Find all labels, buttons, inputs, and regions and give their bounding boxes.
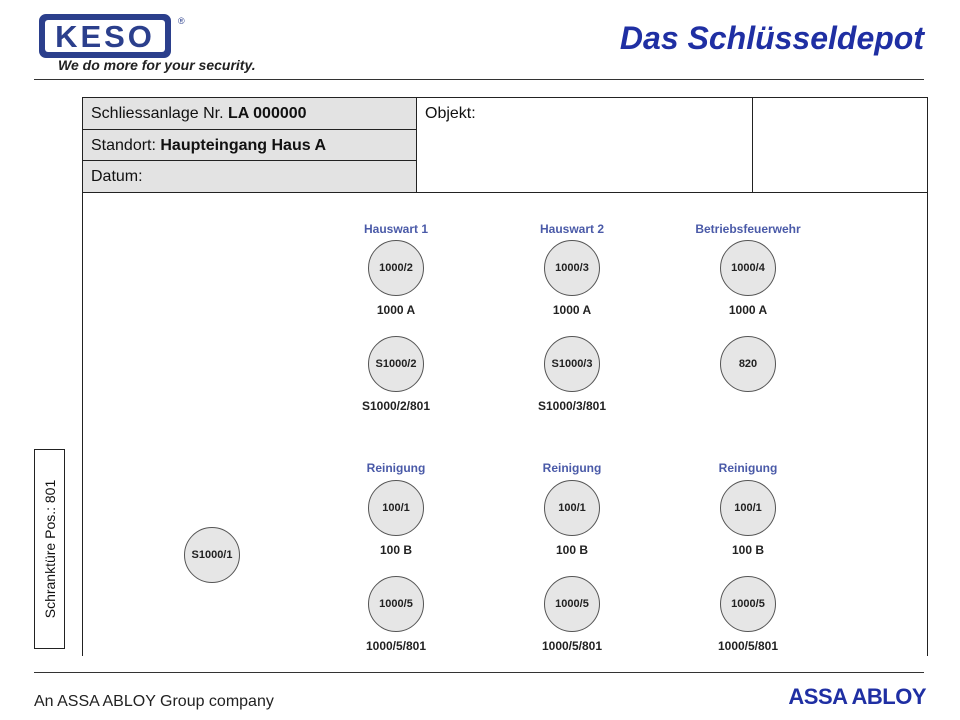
key-circle[interactable]: 1000/5 xyxy=(720,576,776,632)
key-position-label: 1000/5/801 xyxy=(365,639,427,653)
key-profile-label: 100 B xyxy=(379,543,413,557)
key-position-label: S1000/2/801 xyxy=(361,399,431,413)
key-circle[interactable]: 1000/5 xyxy=(368,576,424,632)
key-circle[interactable]: 100/1 xyxy=(368,480,424,536)
key-number: 820 xyxy=(738,358,758,370)
standalone-key-circle[interactable]: S1000/1 xyxy=(184,527,240,583)
key-number: 1000/5 xyxy=(731,598,765,610)
anlage-value: LA 000000 xyxy=(227,105,307,122)
key-profile-label: 1000 A xyxy=(552,303,592,317)
key-position-label: 1000/5/801 xyxy=(541,639,603,653)
group-label: Reinigung xyxy=(366,461,426,475)
schranktuer-label: Schranktüre Pos.: 801 xyxy=(41,479,58,619)
objekt-label: Objekt: xyxy=(425,105,476,122)
depot-frame-left xyxy=(82,193,83,656)
group-label: Betriebsfeuerwehr xyxy=(695,222,801,236)
datum-label: Datum: xyxy=(91,168,143,185)
key-circle[interactable]: S1000/3 xyxy=(544,336,600,392)
footer-divider xyxy=(34,672,924,673)
info-table: Schliessanlage Nr. LA 000000 Standort: H… xyxy=(82,97,928,193)
key-number: 1000/5 xyxy=(555,598,589,610)
tagline: We do more for your security. xyxy=(58,57,256,73)
key-circle[interactable]: S1000/2 xyxy=(368,336,424,392)
group-label: Reinigung xyxy=(542,461,602,475)
key-profile-label: 100 B xyxy=(555,543,589,557)
key-number: 1000/2 xyxy=(379,262,413,274)
key-circle[interactable]: 820 xyxy=(720,336,776,392)
key-circle[interactable]: 1000/4 xyxy=(720,240,776,296)
key-number: S1000/2 xyxy=(375,358,417,370)
key-circle[interactable]: 100/1 xyxy=(720,480,776,536)
svg-text:KESO: KESO xyxy=(55,19,155,54)
group-label: Hauswart 1 xyxy=(363,222,429,236)
standort-label: Standort: xyxy=(91,137,161,154)
anlage-label: Schliessanlage Nr. xyxy=(91,105,228,122)
assa-abloy-logo: ASSA ABLOY xyxy=(788,684,926,709)
key-profile-label: 100 B xyxy=(731,543,765,557)
key-profile-label: 1000 A xyxy=(376,303,416,317)
key-circle[interactable]: 100/1 xyxy=(544,480,600,536)
group-label: Reinigung xyxy=(718,461,778,475)
key-position-label: 1000/5/801 xyxy=(717,639,779,653)
depot-frame-right xyxy=(927,193,928,656)
anlage-cell: Schliessanlage Nr. LA 000000 xyxy=(83,98,417,130)
standort-value: Haupteingang Haus A xyxy=(160,137,327,154)
schranktuer-label-box: Schranktüre Pos.: 801 xyxy=(34,449,65,649)
objekt-cell: Objekt: xyxy=(417,98,753,192)
header-divider xyxy=(34,79,924,80)
key-circle[interactable]: 1000/3 xyxy=(544,240,600,296)
key-position-label: S1000/3/801 xyxy=(537,399,607,413)
key-number: 100/1 xyxy=(734,502,762,514)
key-number: 100/1 xyxy=(558,502,586,514)
key-number: S1000/1 xyxy=(191,549,233,561)
key-profile-label: 1000 A xyxy=(728,303,768,317)
svg-text:®: ® xyxy=(178,16,185,26)
group-label: Hauswart 2 xyxy=(539,222,605,236)
page-title: Das Schlüsseldepot xyxy=(619,20,924,56)
key-circle[interactable]: 1000/2 xyxy=(368,240,424,296)
key-number: 100/1 xyxy=(382,502,410,514)
key-circle[interactable]: 1000/5 xyxy=(544,576,600,632)
standort-cell: Standort: Haupteingang Haus A xyxy=(83,130,417,161)
key-number: 1000/4 xyxy=(731,262,765,274)
key-number: 1000/5 xyxy=(379,598,413,610)
key-number: S1000/3 xyxy=(551,358,593,370)
datum-cell: Datum: xyxy=(83,161,417,192)
keso-logo: KESO ® xyxy=(39,14,185,58)
empty-cell xyxy=(753,98,927,192)
group-company-text: An ASSA ABLOY Group company xyxy=(34,693,274,710)
key-number: 1000/3 xyxy=(555,262,589,274)
